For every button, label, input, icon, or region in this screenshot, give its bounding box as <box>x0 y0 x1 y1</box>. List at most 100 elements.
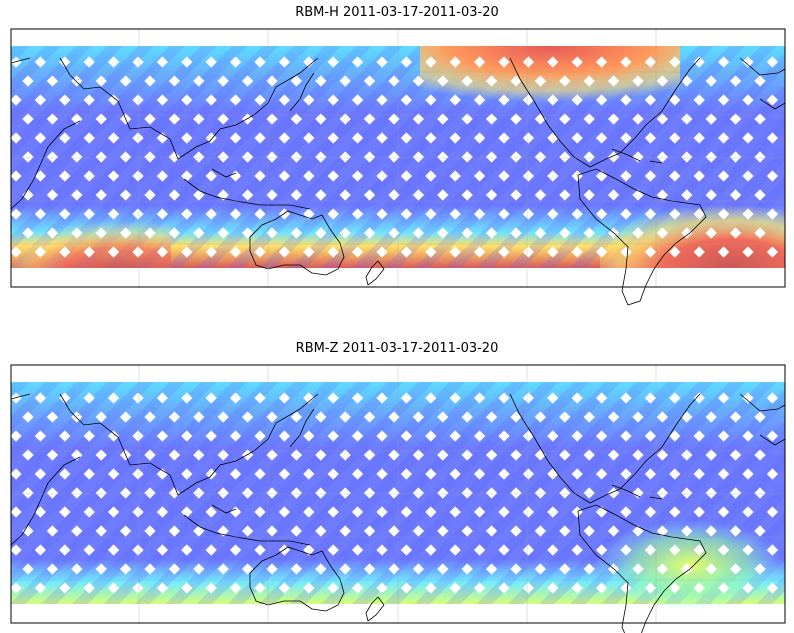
sample-marker <box>754 189 766 201</box>
sample-marker <box>181 544 193 556</box>
sample-marker <box>412 525 425 537</box>
sample-marker <box>425 506 437 518</box>
sample-marker <box>205 246 217 258</box>
sample-marker <box>620 208 632 220</box>
sample-marker <box>656 563 669 575</box>
sample-marker <box>363 525 376 537</box>
coastline <box>289 408 315 448</box>
sample-marker <box>498 582 510 594</box>
sample-marker <box>717 246 730 258</box>
sample-marker <box>644 246 657 258</box>
sample-marker <box>400 544 413 556</box>
sample-marker <box>644 582 657 594</box>
sample-marker <box>461 563 473 575</box>
sample-marker <box>510 563 522 575</box>
sample-marker <box>583 563 595 575</box>
sample-marker <box>290 563 303 575</box>
sample-marker <box>217 563 229 575</box>
sample-marker <box>132 544 144 556</box>
sample-marker <box>46 487 59 499</box>
sample-marker <box>376 506 388 518</box>
sample-marker <box>46 75 59 87</box>
sample-marker <box>229 170 242 182</box>
sample-marker <box>681 563 693 575</box>
sample-marker <box>534 227 547 239</box>
sample-marker <box>547 544 559 556</box>
hot-region <box>11 209 171 268</box>
sample-marker <box>510 525 522 537</box>
sample-marker <box>693 208 705 220</box>
sample-marker <box>59 170 71 182</box>
sample-marker <box>34 246 47 258</box>
sample-marker <box>754 525 766 537</box>
sample-marker <box>156 246 169 258</box>
sample-marker <box>644 544 657 556</box>
sample-marker <box>193 189 205 201</box>
sample-marker <box>571 208 583 220</box>
sample-marker <box>193 525 205 537</box>
sample-marker <box>156 506 169 518</box>
sample-marker <box>449 208 461 220</box>
coastline <box>10 120 81 210</box>
sample-marker <box>681 227 693 239</box>
sample-marker <box>181 208 193 220</box>
sample-marker <box>669 208 681 220</box>
coastline <box>365 260 385 286</box>
sample-marker <box>363 189 376 201</box>
sample-marker <box>339 563 351 575</box>
sample-marker <box>571 246 583 258</box>
sample-marker <box>449 506 461 518</box>
sample-marker <box>437 525 449 537</box>
sample-marker <box>46 113 59 125</box>
sample-marker <box>388 189 400 201</box>
sample-marker <box>595 544 608 556</box>
sample-marker <box>266 563 278 575</box>
sample-marker <box>278 246 291 258</box>
sample-marker <box>693 506 705 518</box>
sample-marker <box>327 246 339 258</box>
sample-marker <box>351 544 364 556</box>
sample-marker <box>400 582 413 594</box>
sample-marker <box>168 563 181 575</box>
sample-marker <box>412 563 425 575</box>
sample-marker <box>620 506 632 518</box>
sample-marker <box>449 582 461 594</box>
sample-marker <box>351 582 364 594</box>
sample-marker <box>742 544 754 556</box>
coastline <box>289 72 315 112</box>
sample-marker <box>412 189 425 201</box>
sample-marker <box>595 208 608 220</box>
map-panel <box>10 28 786 306</box>
hot-region <box>600 189 785 268</box>
sample-marker <box>742 170 754 182</box>
sample-marker <box>644 170 657 182</box>
sample-marker <box>388 525 400 537</box>
sample-marker <box>229 544 242 556</box>
sample-marker <box>693 246 705 258</box>
sample-marker <box>559 227 571 239</box>
sample-marker <box>461 525 473 537</box>
sample-marker <box>729 189 742 201</box>
map-frame <box>10 28 786 288</box>
sample-marker <box>156 170 169 182</box>
sample-marker <box>742 246 754 258</box>
sample-marker <box>327 170 339 182</box>
sample-marker <box>437 189 449 201</box>
sample-marker <box>644 506 657 518</box>
sample-marker <box>693 582 705 594</box>
panel-title: RBM-H 2011-03-17-2011-03-20 <box>295 5 499 20</box>
sample-marker <box>595 582 608 594</box>
sample-marker <box>132 208 144 220</box>
sample-marker <box>485 227 498 239</box>
sample-marker <box>144 227 156 239</box>
sample-marker <box>315 227 327 239</box>
sample-marker <box>595 246 608 258</box>
sample-marker <box>363 563 376 575</box>
sample-marker <box>376 544 388 556</box>
sample-marker <box>376 246 388 258</box>
sample-marker <box>303 582 315 594</box>
sample-marker <box>351 170 364 182</box>
sample-marker <box>156 208 169 220</box>
sample-marker <box>168 227 181 239</box>
